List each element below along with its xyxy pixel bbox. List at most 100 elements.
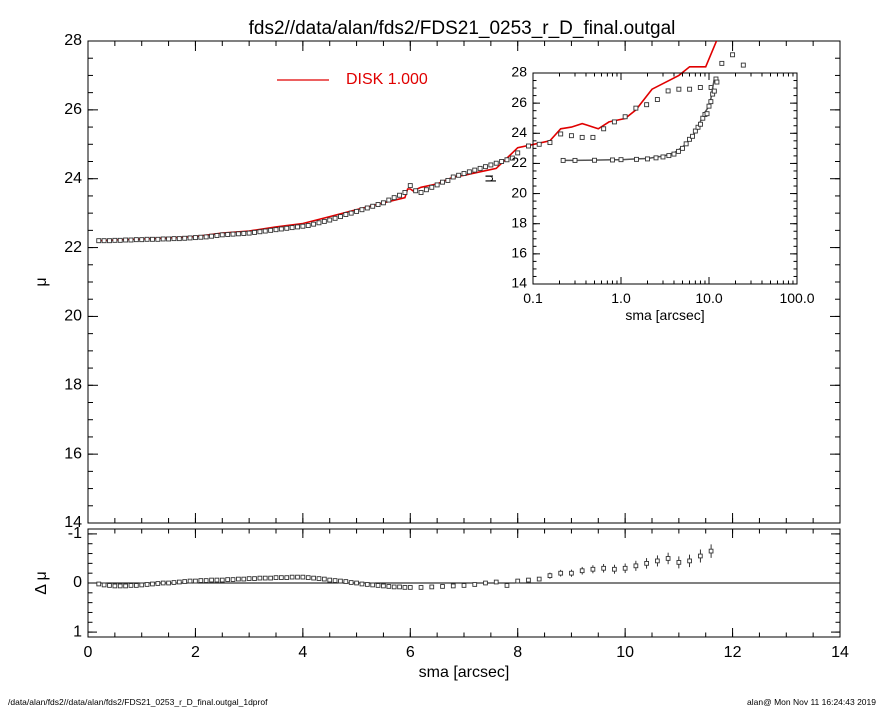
inset-data-point <box>666 153 672 159</box>
residual-data-point <box>101 582 107 588</box>
residual-data-point <box>354 580 359 586</box>
main-data-point <box>273 227 279 233</box>
main-data-point <box>214 233 220 238</box>
residual-data-point <box>171 580 177 585</box>
main-data-point <box>375 202 381 207</box>
residual-xtick-label: 4 <box>298 644 307 661</box>
residual-data-point <box>569 570 574 576</box>
main-data-point <box>107 238 112 244</box>
main-data-point <box>354 208 360 214</box>
main-data-point <box>278 226 284 232</box>
main-data-point <box>665 88 671 94</box>
residual-data-point <box>601 565 607 571</box>
main-data-point <box>300 223 306 229</box>
residual-data-point <box>676 560 682 565</box>
main-data-point <box>246 230 252 236</box>
main-data-point <box>101 238 107 244</box>
inset-data-point <box>708 99 714 105</box>
residual-data-point <box>327 577 333 583</box>
residual-data-point <box>150 581 155 587</box>
inset-series-1 <box>560 76 720 163</box>
residual-data-point <box>128 583 134 588</box>
main-data-point <box>176 236 182 242</box>
residual-data-point <box>375 583 381 588</box>
residual-data-point <box>665 556 671 561</box>
residual-data-point <box>429 584 435 590</box>
residual-data-point <box>504 583 510 588</box>
residual-data-point <box>407 585 413 590</box>
main-data-point <box>386 197 392 203</box>
residual-data-point <box>440 584 445 589</box>
residual-data-point <box>483 580 488 586</box>
residual-xtick-label: 14 <box>831 644 849 661</box>
main-data-point <box>327 217 333 223</box>
residual-xtick-label: 2 <box>191 644 200 661</box>
main-data-point <box>536 141 542 147</box>
residual-data-point <box>386 584 392 589</box>
residual-data-point <box>166 580 171 586</box>
residual-data-point <box>472 582 478 587</box>
main-data-point <box>526 143 531 149</box>
main-data-point <box>558 131 564 137</box>
main-data-point <box>96 238 102 244</box>
main-data-point <box>568 133 574 139</box>
main-data-point <box>133 237 139 243</box>
main-ytick-label: 16 <box>64 445 82 462</box>
residual-data-point <box>209 577 214 583</box>
residual-data-point <box>203 578 209 583</box>
main-data-point <box>112 237 118 243</box>
inset-data-point <box>560 157 566 163</box>
main-data-point <box>445 177 451 183</box>
residual-data-point <box>123 583 128 589</box>
main-data-point <box>413 188 419 194</box>
residual-data-point <box>321 576 327 582</box>
residual-data-point <box>397 584 402 590</box>
main-data-point <box>483 164 488 170</box>
main-data-point <box>241 231 247 236</box>
inset-xtick-label: 100.0 <box>779 290 814 306</box>
inset-ytick-label: 26 <box>511 94 527 110</box>
main-data-point <box>187 235 193 241</box>
residual-data-point <box>117 583 123 589</box>
residual-data-point <box>311 575 316 581</box>
main-data-point <box>380 200 386 206</box>
residual-data-point <box>107 583 112 588</box>
inset-data-point <box>660 154 666 160</box>
main-data-point <box>697 85 703 90</box>
residual-data-point <box>332 578 338 583</box>
main-data-point <box>407 183 413 189</box>
main-data-point <box>150 236 155 242</box>
main-data-point <box>402 190 408 195</box>
main-data-point <box>601 126 607 132</box>
inset-data-point <box>690 133 695 139</box>
main-data-point <box>338 214 343 220</box>
main-data-point <box>493 160 499 166</box>
residual-data-point <box>262 575 268 581</box>
main-data-point <box>139 237 145 243</box>
main-data-point <box>440 179 445 185</box>
main-data-point <box>155 236 161 242</box>
residual-data-point <box>687 558 692 564</box>
inset-data-point <box>645 156 650 162</box>
residual-data-point <box>515 578 521 584</box>
residual-data-point <box>155 581 161 586</box>
main-data-point <box>230 231 236 237</box>
inset-data-point <box>572 157 578 163</box>
inset-ytick-label: 14 <box>511 275 527 291</box>
inset-data-point <box>683 141 689 147</box>
inset-data-point <box>680 145 685 151</box>
main-data-point <box>370 203 376 209</box>
main-data-point <box>515 150 521 156</box>
residual-data-point <box>284 575 290 580</box>
main-data-point <box>622 114 628 120</box>
main-data-point <box>343 212 349 217</box>
main-data-point <box>332 215 338 221</box>
main-data-point <box>676 86 682 92</box>
residual-data-point <box>338 578 343 584</box>
main-data-point <box>262 228 268 234</box>
inset-data-point <box>687 136 692 142</box>
residual-data-point <box>268 575 273 581</box>
residual-data-point <box>547 573 553 578</box>
main-data-point <box>182 235 188 241</box>
